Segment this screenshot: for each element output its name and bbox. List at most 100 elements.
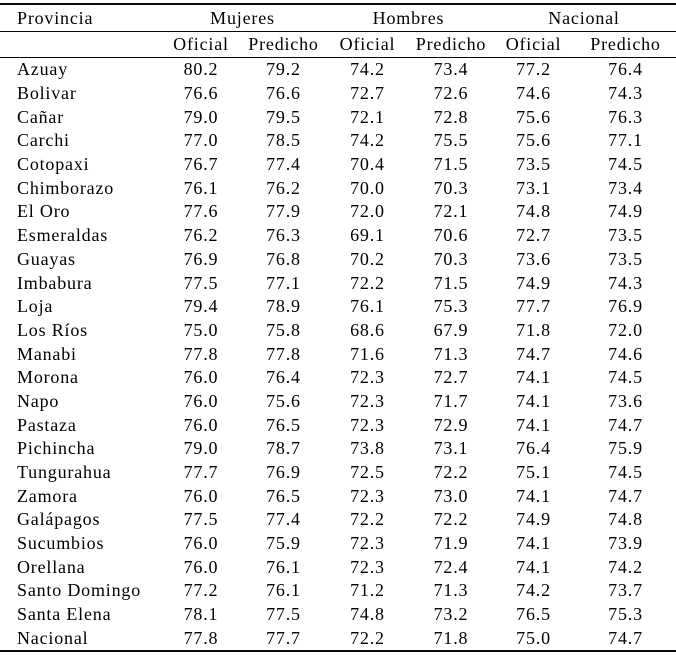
- value-cell: 73.4: [608, 177, 643, 198]
- value-cell: 79.5: [266, 106, 301, 127]
- province-cell: Esmeraldas: [17, 225, 109, 246]
- value-cell: 74.3: [608, 83, 643, 104]
- value-cell: 79.0: [183, 438, 219, 459]
- value-cell: 73.5: [608, 225, 643, 246]
- value-cell: 71.9: [433, 533, 469, 554]
- column-group-mujeres: Mujeres: [160, 4, 325, 32]
- value-cell: 77.2: [183, 580, 219, 601]
- value-cell: 74.1: [516, 390, 551, 411]
- value-cell: 72.3: [350, 485, 385, 506]
- table-row: Bolivar 76.6 76.6 72.7 72.6 74.6 74.3: [0, 82, 676, 106]
- value-cell: 77.8: [160, 626, 242, 653]
- value-cell: 74.5: [608, 367, 643, 388]
- value-cell: 72.5: [350, 462, 385, 483]
- column-header-hombres-predicho: Predicho: [410, 31, 493, 58]
- table-header: Provincia Mujeres Hombres Nacional Ofici…: [0, 4, 676, 58]
- value-cell: 77.5: [266, 604, 301, 625]
- value-cell: 74.2: [516, 580, 551, 601]
- province-cell: Los Ríos: [17, 319, 88, 340]
- value-cell: 72.9: [433, 414, 469, 435]
- value-cell: 74.7: [608, 485, 643, 506]
- value-cell: 78.7: [266, 438, 301, 459]
- value-cell: 77.7: [242, 626, 325, 653]
- value-cell: 76.0: [183, 485, 219, 506]
- value-cell: 74.8: [350, 604, 385, 625]
- value-cell: 74.2: [608, 556, 643, 577]
- column-group-nacional: Nacional: [492, 4, 676, 32]
- province-cell: Cañar: [17, 106, 65, 127]
- value-cell: 77.5: [183, 272, 219, 293]
- value-cell: 72.0: [608, 319, 643, 340]
- value-cell: 73.6: [608, 390, 643, 411]
- table-row: Cotopaxi 76.7 77.4 70.4 71.5 73.5 74.5: [0, 153, 676, 177]
- life-expectancy-table: Provincia Mujeres Hombres Nacional Ofici…: [0, 3, 676, 653]
- value-cell: 72.2: [433, 462, 469, 483]
- table-row: Loja 79.4 78.9 76.1 75.3 77.7 76.9: [0, 295, 676, 319]
- value-cell: 80.2: [183, 59, 219, 80]
- column-header-nacional-oficial: Oficial: [492, 31, 576, 58]
- value-cell: 72.1: [433, 201, 469, 222]
- province-cell: Tungurahua: [17, 462, 112, 483]
- value-cell: 72.2: [350, 272, 385, 293]
- table-row: Galápagos 77.5 77.4 72.2 72.2 74.9 74.8: [0, 508, 676, 532]
- value-cell: 74.9: [516, 509, 551, 530]
- value-cell: 77.7: [516, 296, 551, 317]
- value-cell: 72.3: [350, 533, 385, 554]
- value-cell: 71.7: [433, 390, 469, 411]
- value-cell: 74.8: [516, 201, 551, 222]
- value-cell: 70.3: [433, 177, 469, 198]
- value-cell: 72.3: [350, 556, 385, 577]
- value-cell: 76.1: [350, 296, 385, 317]
- value-cell: 77.1: [608, 130, 643, 151]
- column-header-mujeres-predicho: Predicho: [242, 31, 325, 58]
- value-cell: 73.9: [608, 533, 643, 554]
- value-cell: 74.6: [516, 83, 551, 104]
- province-cell: Zamora: [17, 485, 78, 506]
- province-cell: Pastaza: [17, 414, 77, 435]
- value-cell: 77.6: [183, 201, 219, 222]
- value-cell: 75.3: [433, 296, 469, 317]
- value-cell: 76.0: [183, 533, 219, 554]
- value-cell: 77.0: [183, 130, 219, 151]
- table-row: Tungurahua 77.7 76.9 72.5 72.2 75.1 74.5: [0, 461, 676, 485]
- value-cell: 74.7: [516, 343, 551, 364]
- value-cell: 70.6: [433, 225, 469, 246]
- value-cell: 74.2: [350, 59, 385, 80]
- value-cell: 70.0: [350, 177, 385, 198]
- table-row: Chimborazo 76.1 76.2 70.0 70.3 73.1 73.4: [0, 176, 676, 200]
- province-cell: Azuay: [17, 59, 69, 80]
- table-row: Santa Elena 78.1 77.5 74.8 73.2 76.5 75.3: [0, 603, 676, 627]
- value-cell: 76.4: [266, 367, 301, 388]
- province-cell: El Oro: [17, 201, 71, 222]
- table-row: Zamora 76.0 76.5 72.3 73.0 74.1 74.7: [0, 484, 676, 508]
- province-cell: Nacional: [0, 626, 160, 653]
- value-cell: 72.7: [516, 225, 551, 246]
- value-cell: 75.6: [516, 130, 551, 151]
- value-cell: 75.0: [492, 626, 576, 653]
- table-row: Imbabura 77.5 77.1 72.2 71.5 74.9 74.3: [0, 271, 676, 295]
- value-cell: 76.2: [183, 225, 219, 246]
- table-row: El Oro 77.6 77.9 72.0 72.1 74.8 74.9: [0, 200, 676, 224]
- value-cell: 76.7: [183, 154, 219, 175]
- value-cell: 75.1: [516, 462, 551, 483]
- province-cell: Pichincha: [17, 438, 96, 459]
- value-cell: 76.5: [266, 485, 301, 506]
- value-cell: 76.1: [266, 580, 301, 601]
- province-cell: Bolivar: [17, 83, 77, 104]
- table-body: Azuay 80.2 79.2 74.2 73.4 77.2 76.4 Bolivar 76.6…: [0, 58, 676, 653]
- value-cell: 73.7: [608, 580, 643, 601]
- value-cell: 70.2: [350, 248, 385, 269]
- value-cell: 72.7: [350, 83, 385, 104]
- value-cell: 72.3: [350, 367, 385, 388]
- table-row: Orellana 76.0 76.1 72.3 72.4 74.1 74.2: [0, 555, 676, 579]
- value-cell: 75.8: [266, 319, 301, 340]
- value-cell: 73.5: [608, 248, 643, 269]
- value-cell: 72.2: [433, 509, 469, 530]
- value-cell: 77.7: [183, 462, 219, 483]
- value-cell: 74.5: [608, 462, 643, 483]
- column-group-hombres: Hombres: [325, 4, 493, 32]
- province-cell: Napo: [17, 390, 60, 411]
- value-cell: 74.8: [608, 509, 643, 530]
- value-cell: 72.3: [350, 390, 385, 411]
- value-cell: 77.1: [266, 272, 301, 293]
